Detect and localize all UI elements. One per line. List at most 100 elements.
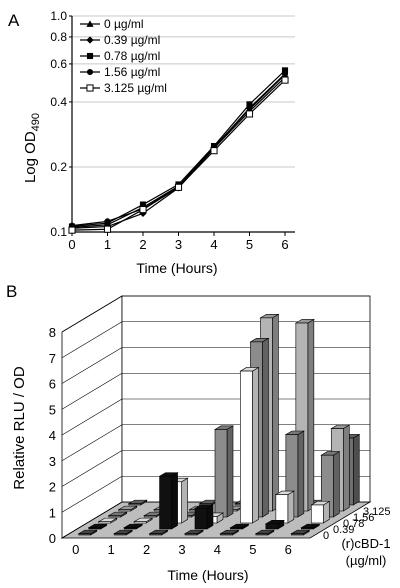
- x-tick-label: 2: [139, 237, 146, 252]
- y-tick-label: 2: [49, 480, 56, 495]
- y-tick-label: 1.0: [50, 9, 67, 23]
- bar-side: [272, 313, 279, 512]
- bar: [148, 529, 169, 536]
- y-tick-label: 1: [49, 505, 56, 520]
- marker-triangle: [86, 20, 94, 27]
- x-tick-label: 3: [175, 237, 182, 252]
- bar: [239, 366, 260, 524]
- bar: [290, 529, 311, 536]
- bar-side: [332, 451, 340, 518]
- side-gridline: [61, 424, 123, 462]
- bar: [183, 529, 205, 536]
- bar-side: [342, 424, 350, 512]
- side-gridline: [61, 321, 123, 359]
- y-tick-label: 0.2: [50, 160, 67, 174]
- bar: [113, 529, 134, 536]
- bar: [294, 318, 315, 512]
- marker-circle: [104, 218, 111, 225]
- legend-label: 0.39 µg/ml: [104, 33, 160, 47]
- bar: [274, 490, 295, 524]
- legend-label: 0.78 µg/ml: [104, 49, 160, 63]
- depth-tick-label: 1.56: [353, 512, 374, 524]
- bar-side: [297, 430, 305, 518]
- marker-square: [246, 101, 253, 108]
- series-line: [71, 79, 286, 231]
- bar: [87, 523, 108, 530]
- depth-tick-label: 0.78: [343, 518, 364, 530]
- side-gridline: [61, 372, 123, 410]
- x-tick-label: 4: [214, 542, 221, 557]
- bar-front: [78, 533, 92, 536]
- y-tick-label: 0.1: [50, 225, 67, 239]
- bar: [117, 505, 138, 512]
- marker-diamond: [86, 36, 94, 44]
- marker-circle: [281, 70, 289, 77]
- bar-side: [262, 337, 269, 518]
- y-tick-label: 7: [49, 351, 56, 366]
- x-tick-label: 2: [143, 542, 150, 557]
- panel-a-label: A: [8, 11, 20, 30]
- marker-square: [281, 67, 289, 74]
- bar: [77, 529, 98, 536]
- x-tick-label: 1: [104, 237, 111, 252]
- x-tick-label: 5: [249, 542, 256, 557]
- marker-open-square: [281, 76, 289, 84]
- bar: [107, 511, 128, 518]
- x-tick-label: 5: [246, 237, 253, 252]
- panel-b-ylabel: Relative RLU / OD: [11, 366, 28, 490]
- bar-front: [194, 508, 208, 530]
- bar-front: [184, 533, 198, 536]
- bar-front: [220, 533, 233, 536]
- panel-a-series: [68, 67, 289, 234]
- panel-a-ylabel: Log OD490: [22, 113, 42, 183]
- bar: [284, 430, 305, 518]
- side-gridline: [61, 295, 123, 333]
- bar-front: [128, 503, 142, 506]
- bar-front: [159, 475, 172, 530]
- panel-b-3d-bar-chart: B Relative RLU / OD Time (Hours) (r)cBD-…: [6, 282, 391, 583]
- legend-label: 3.125 µg/ml: [104, 81, 167, 95]
- bar-front: [275, 494, 289, 524]
- x-tick-label: 3: [178, 542, 185, 557]
- bar: [133, 517, 154, 524]
- marker-open-square: [139, 206, 147, 214]
- panel-b-xlabel: Time (Hours): [167, 567, 248, 583]
- marker-open-square: [174, 183, 183, 191]
- bar: [219, 529, 240, 536]
- marker-square: [86, 52, 94, 60]
- bar: [127, 499, 148, 506]
- bar: [97, 517, 118, 524]
- x-tick-label: 0: [68, 237, 75, 252]
- legend-label: 1.56 µg/ml: [104, 65, 160, 79]
- bar: [229, 523, 250, 530]
- side-gridline: [61, 501, 123, 539]
- bar-side: [287, 490, 295, 524]
- bar-front: [300, 527, 314, 530]
- bar-front: [290, 533, 304, 536]
- legend-label: 0 µg/ml: [104, 17, 144, 31]
- y-tick-label: 0.6: [50, 57, 67, 71]
- side-gridline: [61, 475, 123, 513]
- x-tick-label: 6: [285, 542, 292, 557]
- bar: [254, 529, 275, 536]
- side-gridline: [61, 450, 123, 487]
- y-tick-label: 0.4: [50, 95, 67, 109]
- bar-side: [206, 504, 214, 530]
- bar-side: [252, 366, 259, 524]
- bar: [158, 472, 179, 530]
- y-tick-label: 6: [49, 377, 56, 392]
- y-tick-label: 8: [49, 325, 56, 340]
- x-tick-label: 0: [72, 542, 79, 557]
- marker-circle: [86, 68, 94, 76]
- panel-a-axes: 0.1 0.2 0.4 0.6 0.8 1.0 0 1 2 3 4 5 6: [50, 9, 295, 252]
- bar-front: [123, 527, 137, 530]
- bar-front: [98, 521, 112, 524]
- series-line: [71, 73, 286, 227]
- panel-b-depth-label-unit: (µg/ml): [346, 553, 387, 568]
- marker-square: [139, 201, 147, 208]
- bar-front: [113, 533, 127, 536]
- bar-side: [226, 425, 234, 518]
- y-tick-label: 0: [49, 531, 56, 546]
- x-tick-label: 4: [210, 237, 217, 252]
- marker-open-square: [210, 147, 218, 155]
